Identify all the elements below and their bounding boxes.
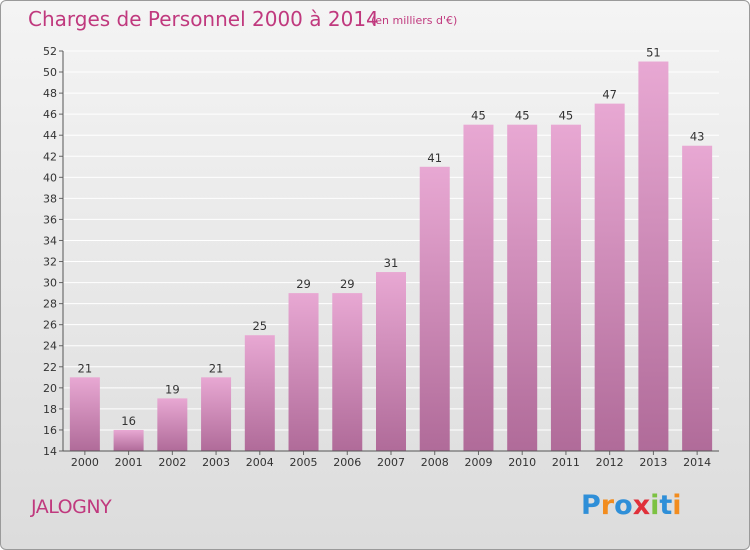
y-tick-label: 28 [43, 298, 57, 311]
data-label: 25 [252, 319, 267, 333]
data-label: 45 [515, 109, 530, 123]
x-tick-label: 2011 [552, 456, 580, 469]
x-tick-label: 2006 [333, 456, 361, 469]
logo-letter: t [659, 490, 673, 521]
bar [594, 103, 625, 451]
unit-label: (en milliers d'€) [371, 14, 458, 27]
data-label: 45 [559, 109, 574, 123]
data-label: 21 [78, 361, 93, 375]
y-tick-label: 52 [43, 45, 57, 58]
logo-letter: P [581, 490, 601, 521]
y-tick-label: 36 [43, 213, 57, 226]
bars [69, 61, 713, 452]
logo-letter: r [600, 490, 615, 521]
y-tick-label: 16 [43, 424, 57, 437]
data-label: 29 [340, 277, 355, 291]
y-tick-label: 34 [43, 234, 57, 247]
x-tick-label: 2004 [246, 456, 274, 469]
y-tick-label: 26 [43, 319, 57, 332]
x-tick-label: 2012 [596, 456, 624, 469]
data-label: 19 [165, 382, 180, 396]
y-tick-label: 40 [43, 171, 57, 184]
proxiti-logo: Proxiti [581, 490, 682, 521]
y-tick-label: 42 [43, 150, 57, 163]
bar [288, 293, 319, 451]
bar [638, 61, 669, 452]
bar [69, 377, 100, 451]
x-tick-label: 2001 [115, 456, 143, 469]
x-tick-label: 2014 [683, 456, 711, 469]
x-tick-label: 2008 [421, 456, 449, 469]
y-tick-label: 22 [43, 361, 57, 374]
bar [550, 124, 581, 452]
data-label: 21 [209, 361, 224, 375]
y-tick-label: 44 [43, 129, 57, 142]
x-tick-label: 2005 [290, 456, 318, 469]
y-tick-label: 50 [43, 66, 57, 79]
y-tick-label: 18 [43, 403, 57, 416]
logo-letter: i [650, 490, 660, 521]
y-tick-label: 46 [43, 108, 57, 121]
x-tick-label: 2003 [202, 456, 230, 469]
logo-letter: i [672, 490, 682, 521]
data-label: 16 [121, 414, 136, 428]
data-label: 31 [384, 256, 399, 270]
bar [376, 272, 406, 451]
x-tick-label: 2007 [377, 456, 405, 469]
y-tick-label: 32 [43, 256, 57, 269]
data-label: 29 [296, 277, 311, 291]
bar [332, 293, 363, 451]
data-label: 51 [646, 46, 661, 60]
data-label: 41 [427, 151, 442, 165]
bar [201, 377, 232, 451]
data-label: 43 [690, 130, 705, 144]
x-tick-label: 2002 [158, 456, 186, 469]
bar [113, 429, 144, 451]
bar [157, 398, 188, 451]
logo-letter: o [614, 490, 633, 521]
axes [59, 50, 719, 455]
logo-letter: x [632, 490, 651, 521]
y-tick-label: 48 [43, 87, 57, 100]
bar [244, 335, 275, 451]
bar [507, 124, 538, 452]
bar [419, 166, 450, 451]
x-tick-label: 2000 [71, 456, 99, 469]
chart-title: Charges de Personnel 2000 à 2014 [28, 7, 379, 31]
data-label: 47 [602, 88, 617, 102]
commune-name: JALOGNY [31, 496, 112, 518]
x-tick-label: 2009 [464, 456, 492, 469]
x-tick-label: 2013 [639, 456, 667, 469]
bar [682, 145, 713, 451]
bar [463, 124, 494, 452]
y-tick-label: 24 [43, 340, 57, 353]
y-tick-label: 30 [43, 277, 57, 290]
y-tick-label: 20 [43, 382, 57, 395]
y-tick-label: 14 [43, 445, 57, 458]
y-tick-label: 38 [43, 192, 57, 205]
labels: 14 16 18 20 22 24 26 28 30 32 34 36 38 40 42 44 46 48 50 52… [43, 45, 711, 469]
x-tick-label: 2010 [508, 456, 536, 469]
data-label: 45 [471, 109, 486, 123]
